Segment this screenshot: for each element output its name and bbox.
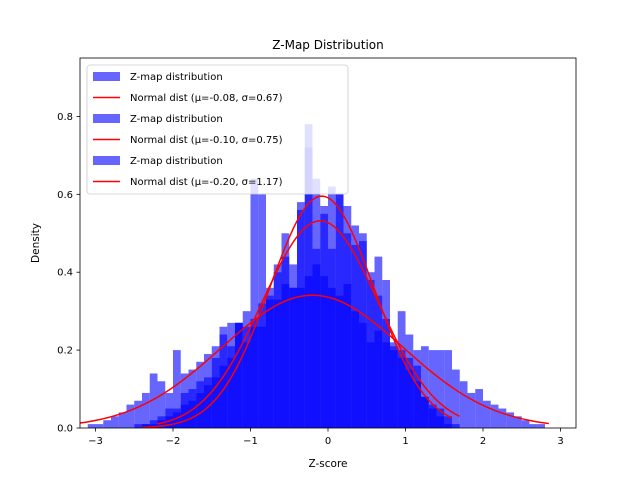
histogram-3-bar [142, 392, 150, 428]
x-tick-label: 0 [325, 436, 331, 447]
legend-label: Normal dist (μ=-0.20, σ=1.17) [130, 177, 283, 188]
histogram-3-bar [95, 424, 104, 428]
histogram-3-bar [157, 381, 166, 428]
histogram-3-bar [281, 283, 290, 428]
histogram-3-bar [258, 303, 266, 428]
histogram-3-bar [413, 350, 421, 428]
histogram-3-bar [235, 322, 243, 428]
histogram-3-bar [475, 389, 483, 428]
x-tick-label: 2 [480, 436, 486, 447]
x-axis-ticks: −3 −2 −1 0 1 2 3 [88, 428, 564, 447]
histogram-3-bar [289, 287, 297, 428]
histogram-3-bar [514, 416, 522, 428]
histogram-3-bar [111, 416, 119, 428]
histogram-3-bar [366, 342, 375, 428]
x-tick-label: 1 [402, 436, 408, 447]
histogram-3-bar [188, 369, 197, 428]
histogram-3-bar [173, 350, 181, 428]
histogram-3-bar [180, 373, 189, 428]
histogram-3-bar [459, 381, 468, 428]
histogram-3-bar [320, 276, 328, 428]
legend-hist-swatch [93, 72, 120, 81]
legend-label: Normal dist (μ=-0.10, σ=0.75) [130, 135, 283, 146]
normal-curve-3 [80, 294, 549, 425]
histogram-3-bar [266, 295, 274, 428]
histogram-3-bar [273, 299, 282, 428]
x-axis-label: Z-score [308, 458, 347, 470]
histogram-3-bar [405, 369, 414, 428]
histogram-3-bar [126, 404, 135, 428]
plot-area [80, 124, 549, 428]
x-tick-label: −1 [243, 436, 258, 447]
histogram-3-bar [452, 369, 460, 428]
histogram-3-bar [397, 350, 406, 428]
histogram-3-bar [436, 350, 445, 428]
histogram-3-bar [498, 408, 507, 428]
histogram-3-bar [359, 322, 367, 428]
chart-title: Z-Map Distribution [272, 38, 384, 52]
histogram-3-bar [103, 420, 111, 428]
histogram-3-bar [428, 350, 437, 428]
y-tick-label: 0.2 [57, 346, 73, 357]
x-tick-label: −2 [166, 436, 181, 447]
y-tick-label: 0.0 [57, 424, 73, 435]
histogram-3-bar [335, 295, 344, 428]
legend-box [86, 64, 349, 195]
histogram-3-bar [529, 424, 538, 428]
histogram-3-bar [490, 404, 499, 428]
histogram-3-bar [297, 287, 305, 428]
histogram-3-bar [204, 354, 212, 428]
y-tick-label: 0.6 [57, 190, 73, 201]
y-tick-label: 0.4 [57, 268, 73, 279]
histogram-3-bar [242, 326, 251, 428]
histogram-3-bar [382, 342, 390, 428]
legend-label: Z-map distribution [130, 72, 223, 83]
histogram-3-bar [506, 412, 514, 428]
histogram-3-bar [483, 400, 491, 428]
normal-curve-2 [157, 220, 461, 425]
legend-label: Normal dist (μ=-0.08, σ=0.67) [130, 93, 283, 104]
histogram-3-bar [444, 350, 452, 428]
histogram-layer [87, 124, 545, 428]
y-axis-label: Density [30, 223, 42, 263]
legend-hist-swatch [93, 114, 120, 123]
histogram-3-bar [165, 392, 173, 428]
histogram-3-bar [250, 326, 259, 428]
histogram-3-bar [134, 400, 142, 428]
histogram-3-bar [304, 276, 313, 428]
histogram-3-bar [537, 424, 545, 428]
x-tick-label: 3 [557, 436, 563, 447]
histogram-3-bar [312, 264, 321, 428]
y-axis-ticks: 0.0 0.2 0.4 0.6 0.8 [57, 112, 80, 435]
histogram-3-bar [227, 322, 235, 428]
histogram-3-bar [390, 346, 398, 428]
histogram-3-bar [196, 361, 204, 428]
legend-hist-swatch [93, 156, 120, 165]
normal-curve-layer [80, 195, 549, 428]
histogram-3-bar [328, 287, 336, 428]
y-tick-label: 0.8 [57, 112, 73, 123]
histogram-3-bar [351, 311, 359, 428]
histogram-3-bar [149, 373, 158, 428]
histogram-3-bar [87, 424, 96, 428]
histogram-3-bar [343, 283, 352, 428]
histogram-3-bar [374, 330, 383, 428]
x-tick-label: −3 [88, 436, 103, 447]
legend-label: Z-map distribution [130, 156, 223, 167]
legend-items: Z-map distribution Normal dist (μ=-0.08, … [93, 72, 283, 188]
histogram-1-bar [250, 178, 259, 428]
histogram-3-bar [467, 392, 476, 428]
histogram-3-bar [118, 412, 127, 428]
histogram-3-bar [521, 420, 530, 428]
legend: Z-map distribution Normal dist (μ=-0.08, … [86, 64, 349, 195]
normal-curve-1 [141, 195, 453, 428]
legend-label: Z-map distribution [130, 114, 223, 125]
